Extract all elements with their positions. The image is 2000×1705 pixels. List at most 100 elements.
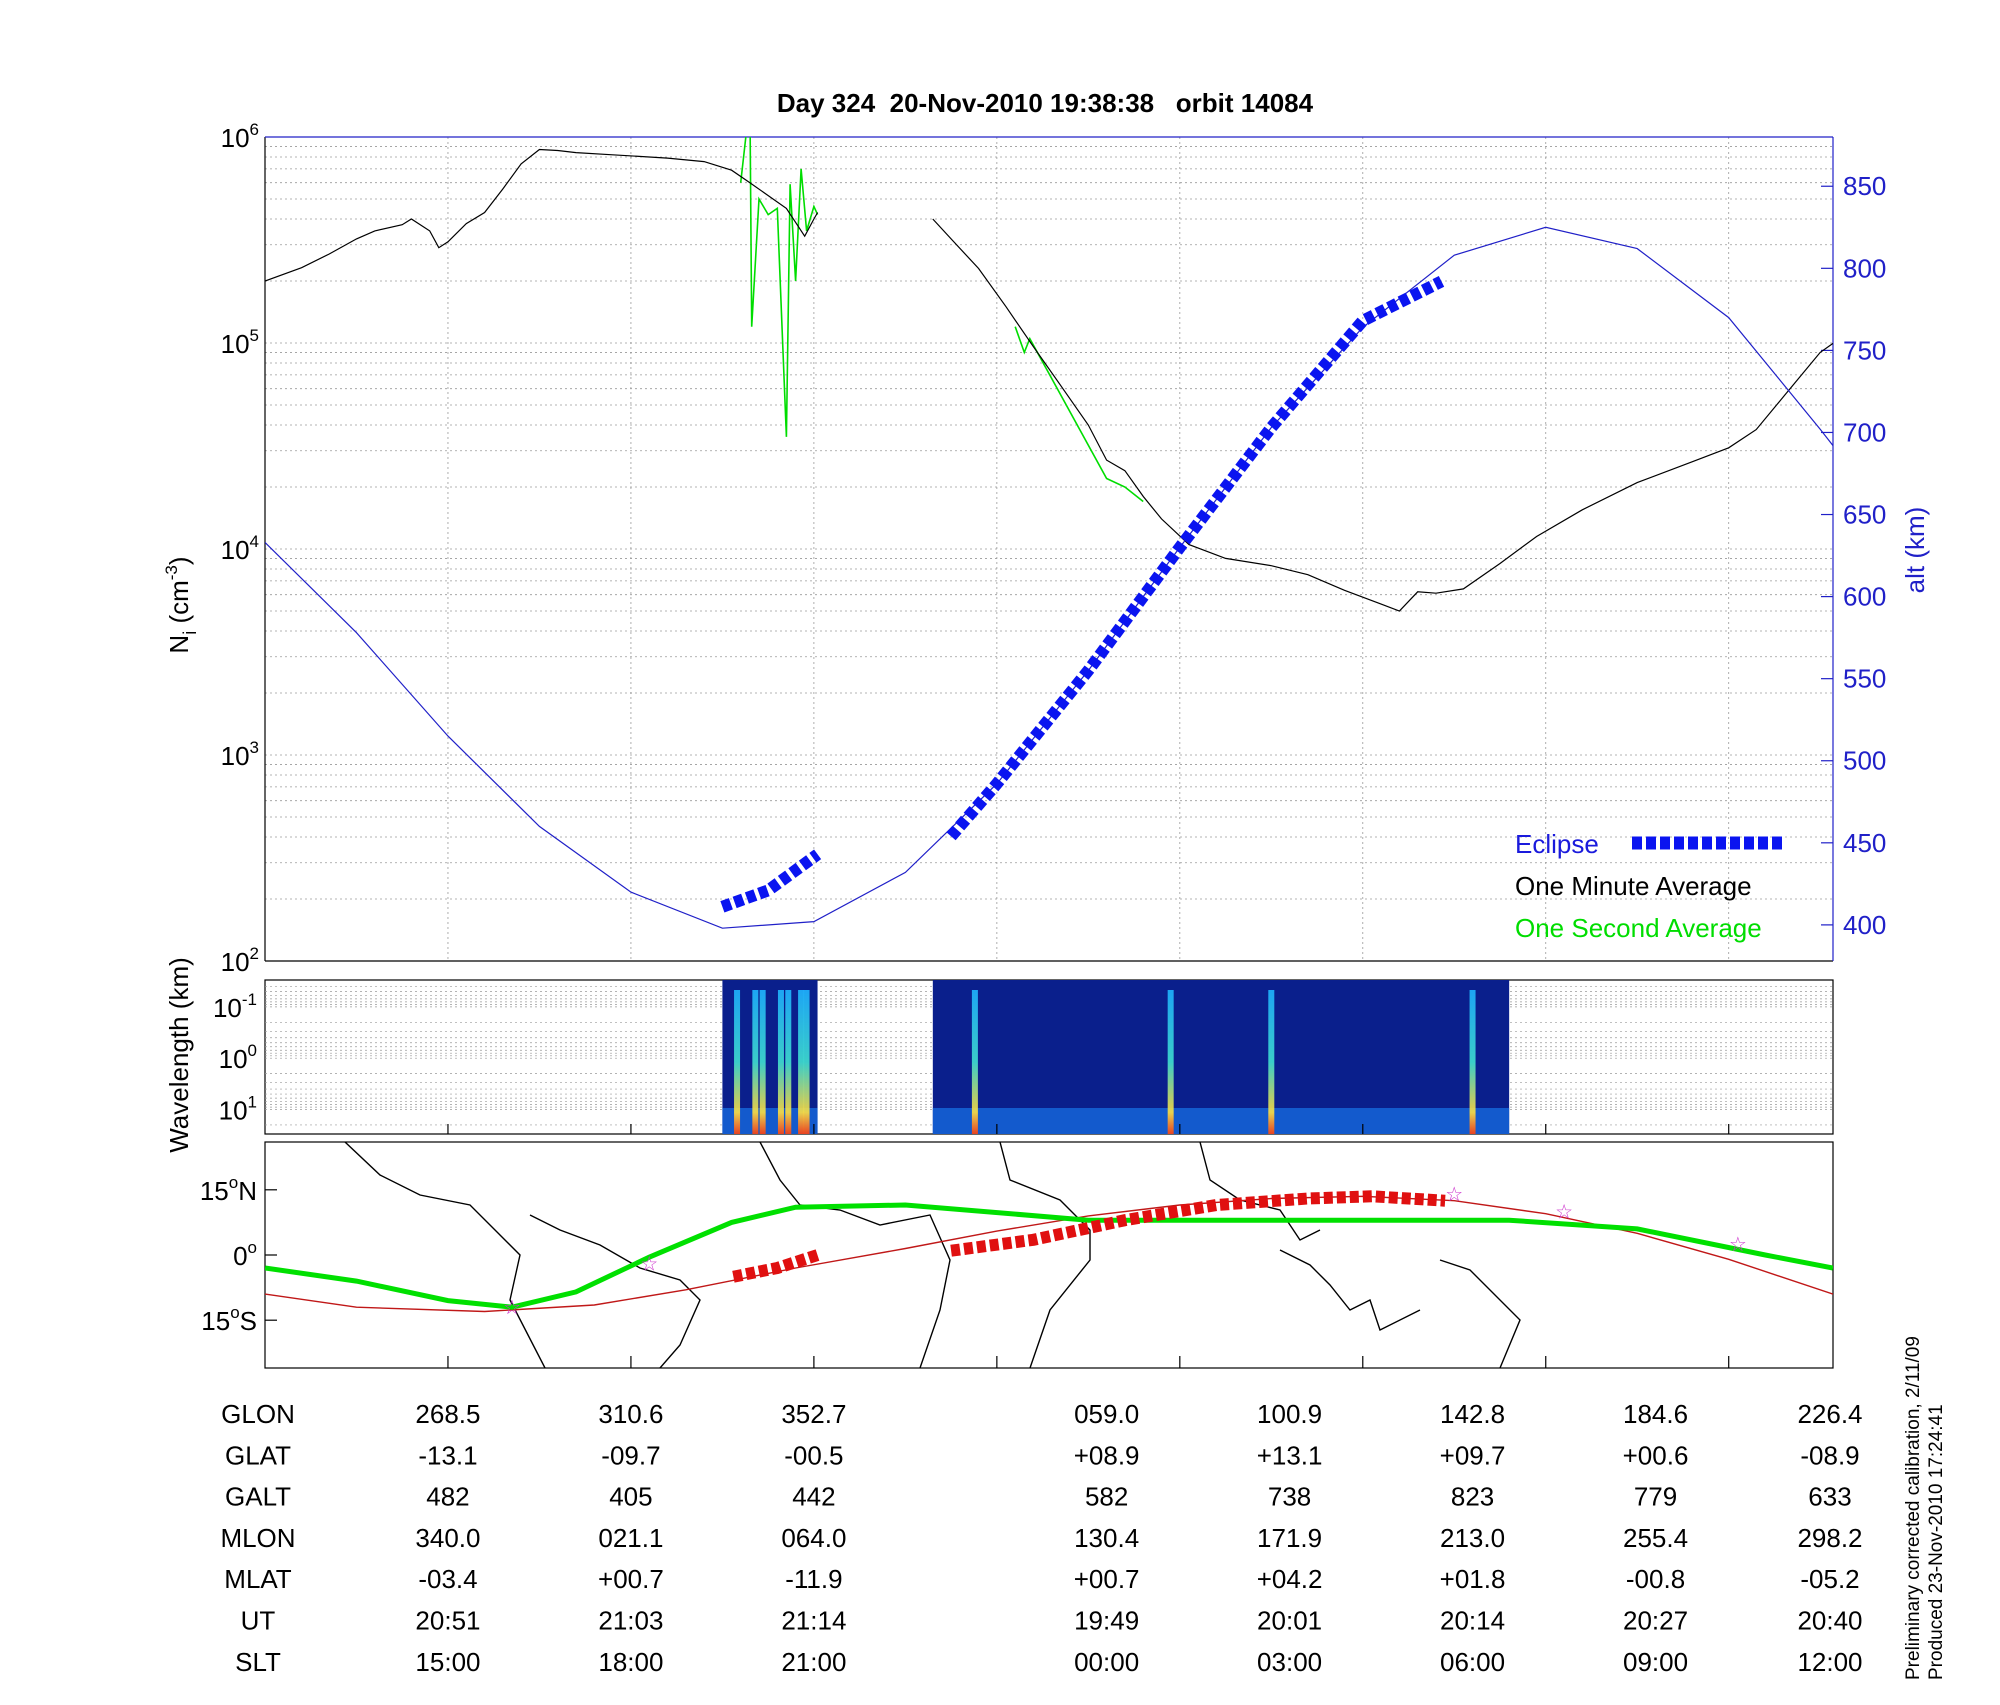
table-row-label: GLAT: [225, 1440, 291, 1470]
table-cell: 130.4: [1074, 1523, 1139, 1553]
table-cell: -09.7: [601, 1440, 660, 1470]
spectrogram-grid: [265, 986, 1833, 1126]
table-cell: 20:01: [1257, 1606, 1322, 1636]
map-y-tick-label: 0o: [233, 1238, 257, 1271]
table-cell: 405: [609, 1482, 652, 1512]
table-cell: 19:49: [1074, 1606, 1139, 1636]
table-cell: 064.0: [781, 1523, 846, 1553]
table-cell: -13.1: [418, 1440, 477, 1470]
ground-track-map-panel: ☆ ☆ ☆ ☆ ☆ 15oN 0o 15oS: [200, 1124, 1834, 1369]
table-cell: 255.4: [1623, 1523, 1688, 1553]
eclipse-map-segment: [950, 1190, 1446, 1257]
y-right-tick-label: 400: [1843, 910, 1886, 940]
table-cell: 582: [1085, 1482, 1128, 1512]
table-cell: -00.5: [784, 1440, 843, 1470]
spectrogram-burst: [752, 990, 759, 1134]
one-second-average-line: [739, 137, 819, 437]
table-cell: +08.9: [1074, 1440, 1140, 1470]
legend-one-minute-label: One Minute Average: [1515, 871, 1752, 901]
y-left-tick-label: 105: [221, 326, 259, 359]
spectrogram-burst: [1268, 990, 1275, 1134]
one-minute-average-line: [265, 148, 819, 282]
table-cell: 00:00: [1074, 1647, 1139, 1677]
table-cell: 171.9: [1257, 1523, 1322, 1553]
y-left-axis-label: Ni (cm-3): [162, 556, 200, 653]
table-row-label: GALT: [225, 1482, 291, 1512]
y-right-tick-label: 650: [1843, 500, 1886, 530]
spectrogram-low-band: [932, 1108, 1510, 1134]
table-cell: -03.4: [418, 1564, 477, 1594]
coastline: [1279, 1249, 1421, 1331]
map-frame: [264, 1141, 1834, 1369]
y-right-tick-label: 500: [1843, 746, 1886, 776]
table-cell: 20:51: [415, 1606, 480, 1636]
spectrogram-burst: [803, 990, 810, 1134]
one-second-average-line: [1014, 326, 1144, 503]
star-marker: ☆: [503, 1297, 521, 1319]
table-cell: 442: [792, 1482, 835, 1512]
table-cell: 03:00: [1257, 1647, 1322, 1677]
y-right-tick-label: 550: [1843, 664, 1886, 694]
y-left-tick-label: 102: [221, 944, 259, 977]
spectrogram-burst: [798, 990, 805, 1134]
table-cell: 633: [1808, 1482, 1851, 1512]
table-cell: 21:14: [781, 1606, 846, 1636]
legend-eclipse-label: Eclipse: [1515, 829, 1599, 859]
star-marker: ☆: [640, 1254, 658, 1276]
y-left-tick-label: 106: [221, 120, 259, 153]
table-cell: +00.7: [1074, 1564, 1140, 1594]
star-marker: ☆: [1729, 1234, 1747, 1256]
table-cell: 059.0: [1074, 1399, 1139, 1429]
y-left-tick-label: 103: [221, 738, 259, 771]
y-right-tick-label: 800: [1843, 253, 1886, 283]
table-cell: 213.0: [1440, 1523, 1505, 1553]
coastline: [529, 1214, 701, 1368]
table-row-label: MLON: [220, 1523, 295, 1553]
table-row-label: GLON: [221, 1399, 295, 1429]
table-cell: +04.2: [1257, 1564, 1323, 1594]
coastline: [759, 1142, 951, 1368]
eclipse-segment: [720, 849, 822, 913]
table-cell: -05.2: [1800, 1564, 1859, 1594]
coastline: [999, 1142, 1091, 1368]
orbit-parameter-table: GLON 268.5 310.6 352.7 059.0 100.9 142.8 184.6 2…: [220, 1399, 1862, 1677]
table-cell: +00.7: [598, 1564, 664, 1594]
table-cell: 268.5: [415, 1399, 480, 1429]
table-cell: 21:00: [781, 1647, 846, 1677]
y-left-tick-label: 104: [221, 532, 259, 565]
table-row-label: UT: [241, 1606, 276, 1636]
map-content: ☆ ☆ ☆ ☆ ☆: [265, 1142, 1833, 1368]
table-cell: 100.9: [1257, 1399, 1322, 1429]
produced-note: Produced 23-Nov-2010 17:24:41: [1926, 1404, 1947, 1680]
table-cell: 184.6: [1623, 1399, 1688, 1429]
spectrogram-y-tick-label: 100: [219, 1041, 257, 1074]
table-cell: 340.0: [415, 1523, 480, 1553]
table-cell: 226.4: [1797, 1399, 1862, 1429]
figure-title: Day 324 20-Nov-2010 19:38:38 orbit 14084: [777, 88, 1314, 118]
table-cell: 20:40: [1797, 1606, 1862, 1636]
calibration-note: Preliminary corrected calibration, 2/11/…: [1903, 1336, 1924, 1680]
coastline: [344, 1142, 546, 1368]
ground-track-red-line: [265, 1195, 1833, 1313]
table-cell: 310.6: [598, 1399, 663, 1429]
table-cell: 021.1: [598, 1523, 663, 1553]
table-cell: 738: [1268, 1482, 1311, 1512]
legend-one-second-label: One Second Average: [1515, 913, 1762, 943]
table-cell: 15:00: [415, 1647, 480, 1677]
spectrogram-burst: [734, 990, 741, 1134]
table-cell: 823: [1451, 1482, 1494, 1512]
map-y-tick-label: 15oN: [200, 1173, 257, 1206]
top-series-group: [265, 137, 1833, 929]
eclipse-segment: [946, 276, 1445, 841]
y-right-axis-label: alt (km): [1900, 507, 1930, 594]
table-cell: -11.9: [785, 1564, 842, 1594]
spectrogram-y-axis-label: Wavelength (km): [164, 957, 194, 1153]
table-cell: +09.7: [1440, 1440, 1506, 1470]
table-cell: 09:00: [1623, 1647, 1688, 1677]
table-cell: +00.6: [1623, 1440, 1689, 1470]
table-cell: 142.8: [1440, 1399, 1505, 1429]
spectrogram-burst: [759, 990, 766, 1134]
table-row-label: SLT: [235, 1647, 281, 1677]
